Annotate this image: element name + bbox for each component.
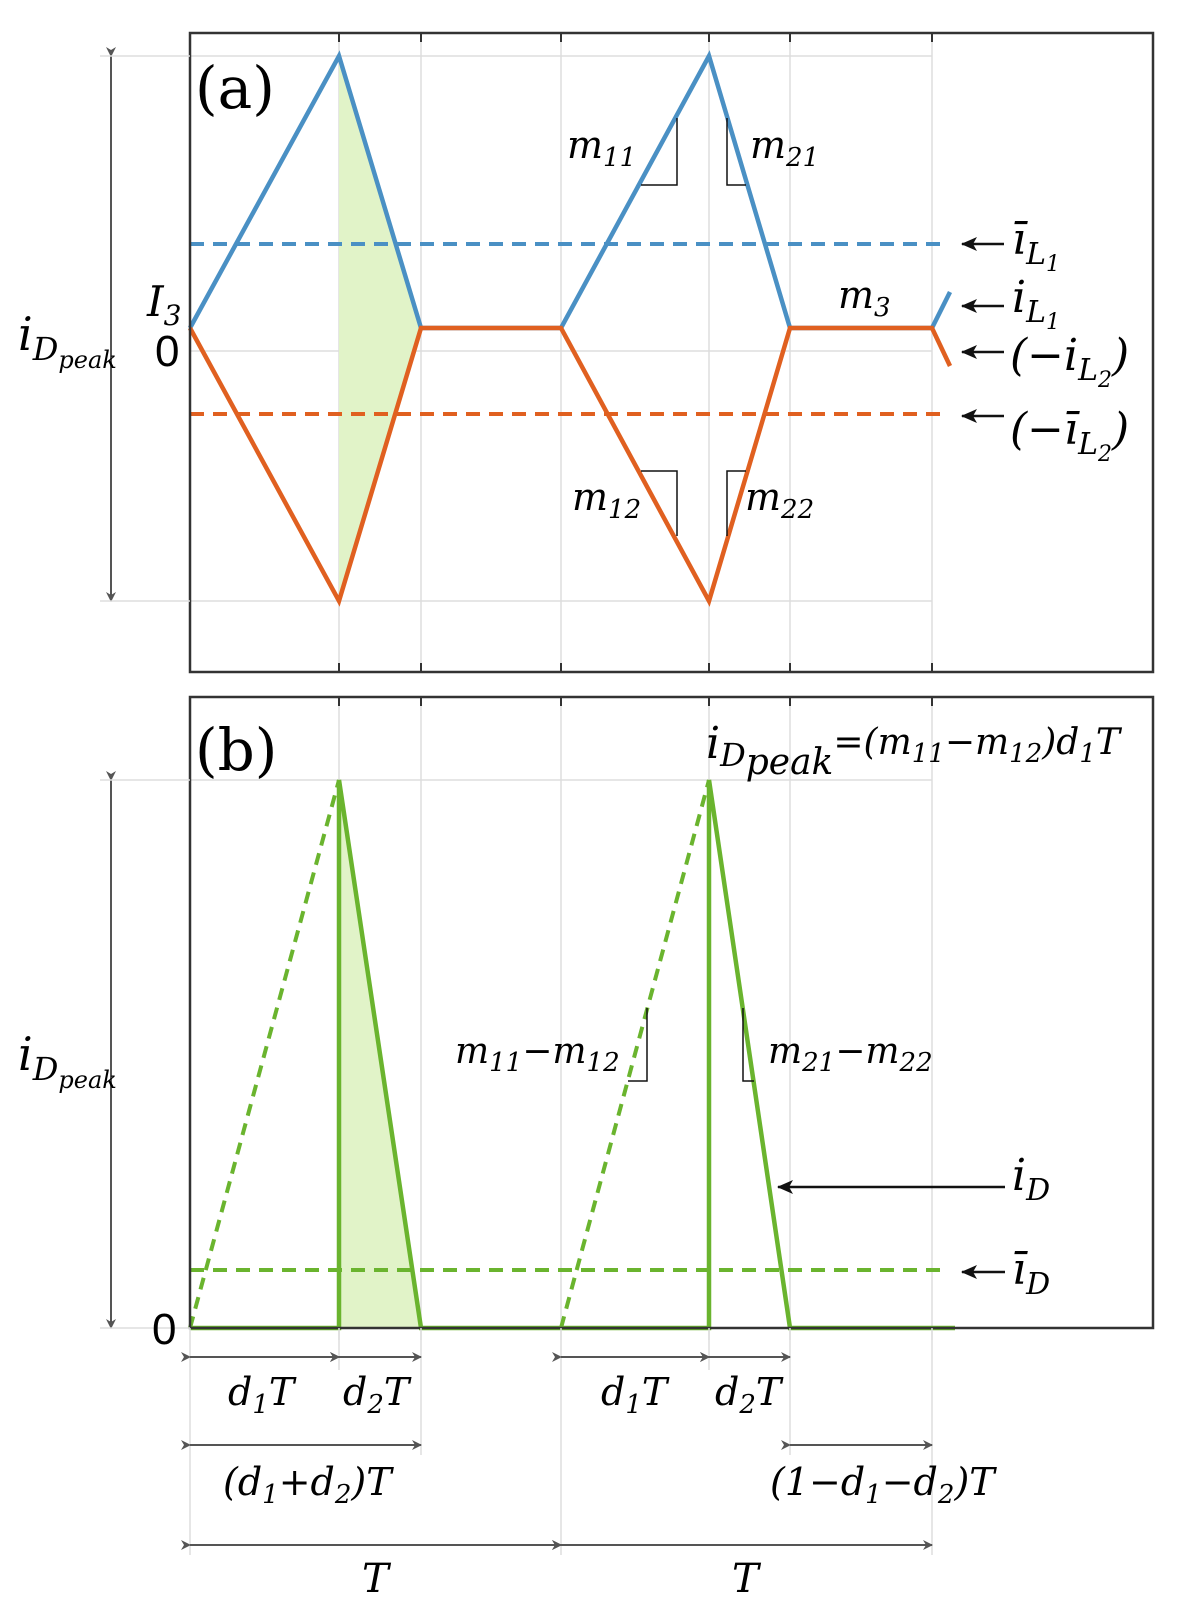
slope-label-b1: m11−m12 <box>455 1031 620 1078</box>
neg-avg-iL2-label: (−īL2) <box>1010 404 1129 467</box>
m3-label: m3 <box>838 273 891 323</box>
T-label-2: T <box>732 1556 762 1602</box>
callout-arrows-a <box>961 237 1004 423</box>
d1T-label-b: d1T <box>601 1370 670 1420</box>
peak-label-b: iDpeak <box>18 1027 117 1094</box>
I3-label: I3 <box>146 277 181 332</box>
m22-label: m22 <box>745 475 814 525</box>
slope-triangles-b <box>628 1008 754 1082</box>
rest-label: (1−d1−d2)T <box>770 1460 997 1510</box>
sum-label: (d1+d2)T <box>223 1460 394 1510</box>
d2T-label-a: d2T <box>343 1370 412 1420</box>
iL1-waveform <box>188 50 953 331</box>
avg-iD-label: īD <box>1012 1244 1050 1302</box>
panel-b-grid <box>190 697 933 1340</box>
m21-label: m21 <box>750 123 819 173</box>
d1T-label-a: d1T <box>228 1370 297 1420</box>
panel-b: (b) iDpeak 0 iDpeak=(m11−m12)d1T m11−m12… <box>18 695 1155 1354</box>
iL1-label: iL1 <box>1012 272 1060 335</box>
T-label-1: T <box>362 1556 392 1602</box>
dashed-rise-2 <box>559 779 711 1329</box>
zero-label-a: 0 <box>155 327 179 376</box>
peak-equation: iDpeak=(m11−m12)d1T <box>706 718 1123 783</box>
panel-a-ticks <box>338 33 933 672</box>
m12-label: m12 <box>572 475 641 525</box>
neg-iL2-label: (−iL2) <box>1010 330 1129 393</box>
timing-dimensions: d1T d2T d1T d2T (d1+d2)T (1−d1−d2)T T T <box>181 1328 997 1602</box>
dashed-rise-1 <box>188 779 341 1329</box>
callout-arrows-b <box>777 1180 1005 1279</box>
panel-b-ticks <box>338 697 933 706</box>
peak-label-a: iDpeak <box>18 307 117 374</box>
panel-b-frame <box>188 695 1155 1330</box>
panel-b-label: (b) <box>195 716 277 784</box>
d2T-label-b: d2T <box>715 1370 784 1420</box>
neg-iL2-waveform <box>188 325 953 607</box>
panel-a-label: (a) <box>195 54 275 122</box>
avg-iL1-label: īL1 <box>1012 214 1060 277</box>
panel-a-frame <box>188 31 1155 674</box>
shaded-area-a <box>339 56 421 601</box>
slope-label-b2: m21−m22 <box>768 1031 933 1078</box>
m11-label: m11 <box>567 123 636 173</box>
iD-label: iD <box>1012 1150 1050 1208</box>
panel-a: (a) iDpeak I3 0 m11 m21 m12 m22 m3 <box>18 31 1155 674</box>
zero-label-b: 0 <box>152 1305 176 1354</box>
slope-triangles-a <box>641 118 746 536</box>
panel-a-grid <box>190 34 933 672</box>
